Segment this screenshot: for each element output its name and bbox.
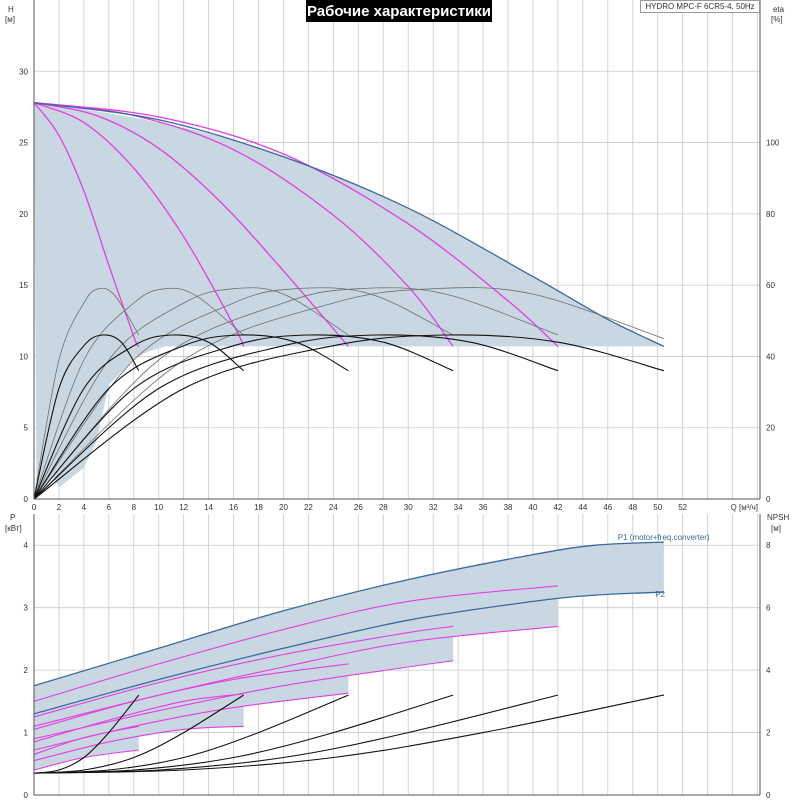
head-curve bbox=[33, 102, 559, 347]
x-tick-label: 18 bbox=[254, 503, 263, 512]
npsh-tick-label: 6 bbox=[766, 604, 771, 613]
x-tick-label: 10 bbox=[154, 503, 163, 512]
curve-annotation: P1 (motor+freq.converter) bbox=[618, 533, 710, 542]
eta-axis-label: eta bbox=[773, 5, 785, 14]
x-tick-label: 40 bbox=[529, 503, 538, 512]
x-tick-label: 52 bbox=[678, 503, 687, 512]
efficiency-curve bbox=[33, 334, 559, 500]
h-tick-label: 10 bbox=[19, 352, 28, 361]
p-tick-label: 2 bbox=[24, 666, 29, 675]
x-tick-label: 2 bbox=[57, 503, 62, 512]
power-p2-curve bbox=[33, 660, 454, 740]
efficiency-curve bbox=[33, 334, 349, 500]
power-p2-curve bbox=[33, 692, 349, 751]
head-curve bbox=[33, 102, 140, 347]
eta-tick-label: 80 bbox=[766, 210, 775, 219]
p-tick-label: 0 bbox=[24, 791, 29, 800]
efficiency-curve bbox=[33, 334, 244, 500]
power-p2-curve bbox=[33, 725, 244, 762]
efficiency-curve bbox=[33, 334, 454, 500]
eta-tick-label: 20 bbox=[766, 424, 775, 433]
eta-tick-label: 0 bbox=[766, 495, 771, 504]
npsh-tick-label: 2 bbox=[766, 729, 771, 738]
npsh-tick-label: 0 bbox=[766, 791, 771, 800]
x-tick-label: 44 bbox=[578, 503, 587, 512]
power-p1-curve bbox=[33, 693, 244, 743]
h-tick-label: 15 bbox=[19, 281, 28, 290]
p-tick-label: 4 bbox=[24, 541, 29, 550]
p-tick-label: 3 bbox=[24, 604, 29, 613]
series-layer bbox=[33, 102, 665, 774]
npsh-curve bbox=[33, 694, 665, 774]
power-p1-curve bbox=[33, 625, 454, 718]
eta-tick-label: 40 bbox=[766, 352, 775, 361]
x-tick-label: 6 bbox=[107, 503, 112, 512]
npsh-curve bbox=[33, 694, 140, 774]
eta-tick-label: 100 bbox=[766, 139, 780, 148]
npsh-tick-label: 4 bbox=[766, 666, 771, 675]
x-tick-label: 12 bbox=[179, 503, 188, 512]
x-axis-label: Q [м³/ч] bbox=[731, 503, 758, 512]
x-tick-label: 48 bbox=[628, 503, 637, 512]
efficiency-curve bbox=[33, 287, 349, 500]
x-tick-label: 22 bbox=[304, 503, 313, 512]
x-tick-label: 20 bbox=[279, 503, 288, 512]
eta-tick-label: 60 bbox=[766, 281, 775, 290]
x-tick-label: 4 bbox=[82, 503, 87, 512]
efficiency-curve bbox=[33, 287, 665, 500]
efficiency-curve bbox=[33, 287, 140, 500]
h-tick-label: 30 bbox=[19, 67, 28, 76]
h-tick-label: 25 bbox=[19, 139, 28, 148]
x-tick-label: 26 bbox=[354, 503, 363, 512]
x-tick-label: 8 bbox=[132, 503, 137, 512]
eta-axis-unit: [%] bbox=[771, 15, 783, 24]
chart-title: Рабочие характеристики bbox=[306, 0, 492, 22]
head-curve bbox=[33, 102, 245, 347]
efficiency-curve bbox=[33, 287, 244, 500]
npsh-axis-unit: [м] bbox=[771, 524, 781, 533]
power-p2-curve bbox=[33, 591, 664, 715]
h-tick-label: 5 bbox=[24, 424, 29, 433]
x-tick-label: 16 bbox=[229, 503, 238, 512]
npsh-tick-label: 8 bbox=[766, 541, 771, 550]
h-tick-label: 0 bbox=[24, 495, 29, 504]
power-p1-curve bbox=[33, 541, 664, 687]
x-tick-label: 38 bbox=[504, 503, 513, 512]
power-p2-curve bbox=[33, 625, 558, 727]
h-axis-unit: [м] bbox=[5, 15, 15, 24]
x-tick-label: 36 bbox=[479, 503, 488, 512]
x-tick-label: 0 bbox=[32, 503, 37, 512]
h-tick-label: 20 bbox=[19, 210, 28, 219]
head-curve bbox=[33, 102, 349, 347]
efficiency-curve bbox=[33, 334, 665, 500]
axis-layer bbox=[33, 0, 761, 796]
model-label: HYDRO MPC-F 6CR5-4, 50Hz bbox=[640, 0, 760, 13]
npsh-axis-label: NPSH bbox=[767, 513, 789, 522]
x-tick-label: 50 bbox=[653, 503, 662, 512]
power-p1-curve bbox=[33, 585, 558, 702]
label-layer: 0 2 4 6 8 10 12 14 16 18 20 22 24 26 28 30 32 34 36 38 40 42 4… bbox=[5, 5, 789, 800]
x-tick-label: 14 bbox=[204, 503, 213, 512]
x-tick-label: 24 bbox=[329, 503, 338, 512]
power-band-fill bbox=[34, 726, 139, 770]
p-axis-label: P bbox=[10, 513, 15, 522]
operating-region-fill bbox=[34, 102, 664, 494]
efficiency-curve bbox=[33, 334, 140, 500]
p-tick-label: 1 bbox=[24, 729, 29, 738]
efficiency-curve bbox=[33, 287, 454, 500]
head-curve bbox=[33, 102, 665, 347]
x-tick-label: 34 bbox=[454, 503, 463, 512]
x-tick-label: 28 bbox=[379, 503, 388, 512]
h-axis-label: H bbox=[8, 5, 14, 14]
curve-annotation: P2 bbox=[655, 590, 665, 599]
x-tick-label: 32 bbox=[429, 503, 438, 512]
x-tick-label: 46 bbox=[603, 503, 612, 512]
npsh-curve bbox=[33, 694, 244, 774]
p-axis-unit: [кВт] bbox=[5, 524, 22, 533]
efficiency-curve bbox=[33, 287, 559, 500]
x-tick-label: 30 bbox=[404, 503, 413, 512]
x-tick-label: 42 bbox=[553, 503, 562, 512]
